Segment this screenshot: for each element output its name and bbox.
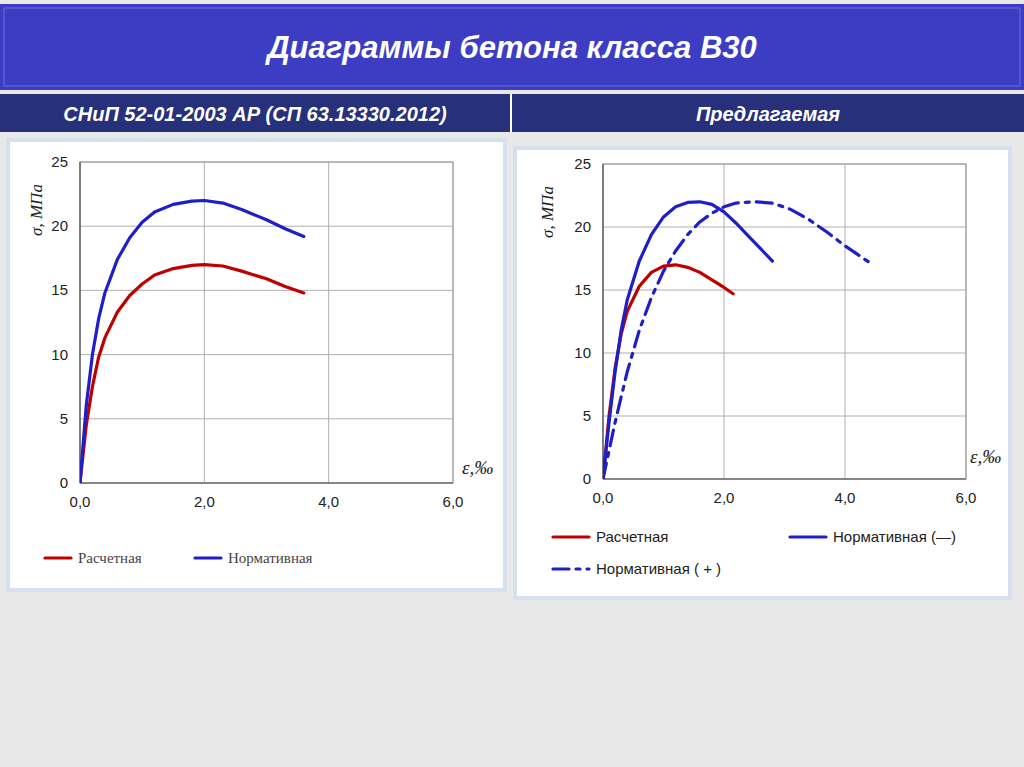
chart-panel — [515, 148, 1010, 598]
background — [0, 0, 1024, 767]
legend-swatch — [553, 535, 589, 538]
chart-panel — [8, 140, 505, 590]
y-axis — [602, 164, 603, 479]
plot-frame — [603, 164, 966, 479]
tick-label: 5 — [583, 407, 591, 424]
legend-swatch — [45, 556, 71, 559]
x-axis-label: ε,‰ — [462, 457, 493, 478]
grid-line — [328, 162, 329, 483]
series-group — [603, 202, 869, 479]
tick-label: 2,0 — [714, 489, 735, 506]
tick-label: 0 — [60, 474, 68, 491]
tick-label: 25 — [574, 155, 591, 172]
y-axis — [79, 162, 80, 483]
series-line — [603, 265, 733, 479]
y-axis-label: σ, МПа — [538, 186, 557, 238]
plot — [603, 164, 966, 479]
y-axis-label: σ, МПа — [27, 184, 46, 236]
title-band — [0, 4, 1024, 90]
chart-title: СНиП 52-01-2003 АР (СП 63.13330.2012) — [63, 103, 447, 125]
chart-title: Предлагаемая — [696, 103, 840, 125]
grid-line — [603, 353, 966, 354]
tick-label: 15 — [574, 281, 591, 298]
grid-line — [603, 290, 966, 291]
tick-label: 0 — [583, 470, 591, 487]
legend-label: Расчетная — [78, 550, 142, 566]
legend-label: Нормативная ( + ) — [596, 560, 721, 577]
plot-frame — [80, 162, 453, 483]
x-axis — [80, 482, 453, 483]
page-title: Диаграммы бетона класса В30 — [264, 30, 757, 65]
tick-label: 6,0 — [443, 493, 464, 510]
plot — [80, 162, 453, 483]
tick-label: 15 — [51, 281, 68, 298]
tick-label: 20 — [574, 218, 591, 235]
grid-line — [80, 354, 453, 355]
tick-label: 6,0 — [956, 489, 977, 506]
series-line — [80, 201, 304, 483]
title-border — [4, 8, 1020, 86]
series-group — [80, 201, 304, 483]
series-line — [603, 202, 772, 479]
legend-label: Нормативная — [228, 550, 313, 566]
header-row — [0, 94, 1024, 132]
legend-label: Расчетная — [596, 528, 668, 545]
tick-label: 20 — [51, 217, 68, 234]
grid-line — [603, 479, 966, 480]
tick-label: 25 — [51, 153, 68, 170]
grid-line — [80, 418, 453, 419]
grid-line — [603, 416, 966, 417]
tick-label: 4,0 — [835, 489, 856, 506]
series-line — [603, 202, 869, 479]
page: Диаграммы бетона класса В30 СНиП 52-01-20… — [0, 0, 1024, 767]
tick-label: 5 — [60, 410, 68, 427]
grid-line — [80, 162, 81, 483]
grid-line — [845, 164, 846, 479]
tick-label: 4,0 — [318, 493, 339, 510]
series-line — [80, 265, 304, 483]
tick-label: 10 — [574, 344, 591, 361]
x-axis-label: ε,‰ — [970, 446, 1001, 467]
legend-swatch — [195, 556, 221, 559]
grid-line — [603, 164, 604, 479]
legend-label: Нормативная (—) — [833, 528, 956, 545]
legend-swatch — [790, 535, 826, 538]
tick-label: 10 — [51, 346, 68, 363]
header-separator — [510, 94, 512, 132]
grid-line — [80, 483, 453, 484]
grid-line — [80, 226, 453, 227]
tick-label: 0,0 — [593, 489, 614, 506]
tick-label: 2,0 — [194, 493, 215, 510]
grid-line — [204, 162, 205, 483]
tick-label: 0,0 — [70, 493, 91, 510]
x-axis — [603, 478, 966, 479]
legend-swatch — [553, 567, 589, 570]
